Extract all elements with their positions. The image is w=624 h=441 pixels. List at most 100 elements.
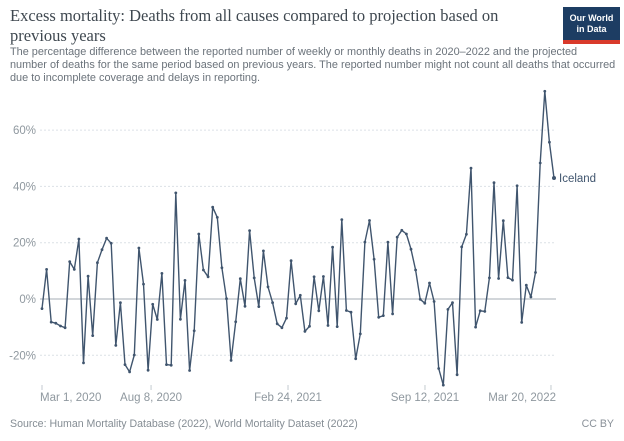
data-point <box>114 344 118 347</box>
y-axis-tick-label: 20% <box>13 238 36 250</box>
data-point <box>225 297 228 301</box>
data-point <box>243 304 247 308</box>
data-point <box>197 232 201 236</box>
data-point <box>409 247 413 251</box>
data-point <box>86 274 90 278</box>
data-point <box>474 325 477 329</box>
x-axis-tick-label: Aug 8, 2020 <box>120 392 182 404</box>
page-title: Excess mortality: Deaths from all causes… <box>10 6 499 45</box>
data-point <box>155 318 159 321</box>
data-point <box>248 229 252 233</box>
data-line-iceland <box>41 90 555 386</box>
data-point <box>391 312 394 316</box>
data-point <box>432 300 436 303</box>
data-point <box>497 277 500 280</box>
data-point <box>322 275 325 278</box>
data-point <box>49 320 53 324</box>
data-point <box>262 249 265 253</box>
data-point <box>331 245 334 249</box>
data-point <box>492 181 496 185</box>
data-point <box>211 205 215 209</box>
data-point <box>128 370 132 374</box>
data-point <box>377 315 381 319</box>
chart-subtitle: The percentage difference between the re… <box>10 46 616 85</box>
data-point <box>160 272 164 275</box>
data-point <box>289 259 293 263</box>
data-point <box>72 268 76 271</box>
data-point <box>358 332 362 336</box>
data-point <box>77 237 81 241</box>
data-point <box>400 228 404 232</box>
data-point <box>183 279 187 282</box>
data-point <box>543 89 547 93</box>
data-point <box>372 257 376 261</box>
data-point <box>303 330 307 333</box>
data-point <box>63 326 67 330</box>
data-point <box>515 184 519 188</box>
x-axis-tick-label: Mar 20, 2022 <box>488 392 556 404</box>
data-point <box>511 278 514 282</box>
data-point <box>451 301 454 305</box>
data-point <box>123 363 127 366</box>
data-point <box>428 281 431 285</box>
x-axis-tick-label: Mar 1, 2020 <box>40 392 101 404</box>
data-point <box>423 301 427 305</box>
data-point <box>45 268 48 271</box>
data-point <box>229 359 233 362</box>
data-point <box>285 316 288 320</box>
source-note: Source: Human Mortality Database (2022),… <box>10 418 358 430</box>
data-point <box>280 326 284 330</box>
data-point <box>414 268 417 272</box>
data-point <box>349 310 353 314</box>
data-point <box>340 218 344 222</box>
data-point <box>206 275 210 279</box>
data-point <box>446 308 450 311</box>
data-point <box>54 321 58 325</box>
data-point <box>460 245 464 249</box>
data-point <box>538 161 542 165</box>
data-point <box>271 301 274 305</box>
data-point <box>386 240 390 244</box>
x-axis-tick-label: Sep 12, 2021 <box>391 392 459 404</box>
data-point <box>68 260 72 263</box>
data-point <box>294 302 298 306</box>
data-point <box>441 383 445 387</box>
data-point <box>146 368 150 372</box>
data-point <box>220 266 224 270</box>
y-axis-tick-label: 0% <box>19 294 36 306</box>
y-axis-tick-label: 40% <box>13 181 36 193</box>
data-point <box>252 276 256 280</box>
data-point <box>529 295 533 299</box>
data-point <box>266 285 270 289</box>
license-link[interactable]: CC BY <box>581 418 614 430</box>
owid-logo-text: Our World in Data <box>563 7 620 40</box>
data-point <box>96 261 99 265</box>
data-point <box>238 277 242 281</box>
data-point <box>174 191 178 195</box>
owid-logo-line1: Our World <box>569 13 614 23</box>
data-point <box>215 216 219 219</box>
data-point <box>142 282 145 286</box>
data-point <box>109 241 113 245</box>
data-point <box>506 276 510 279</box>
owid-logo-line2: in Data <box>576 23 607 34</box>
data-point <box>188 369 192 372</box>
y-axis-tick-label: -20% <box>9 350 36 362</box>
data-point <box>368 219 371 222</box>
data-point <box>100 248 104 252</box>
data-point <box>298 293 302 297</box>
data-point <box>335 325 339 328</box>
data-point <box>308 324 311 328</box>
data-point <box>59 324 62 328</box>
data-point <box>202 268 205 272</box>
data-point <box>132 353 136 357</box>
data-point <box>165 363 168 366</box>
data-point <box>82 361 85 365</box>
data-point <box>40 307 44 310</box>
data-point <box>137 246 141 250</box>
owid-logo-accent-bar <box>563 40 620 44</box>
data-point <box>345 309 348 312</box>
data-point <box>326 324 330 327</box>
